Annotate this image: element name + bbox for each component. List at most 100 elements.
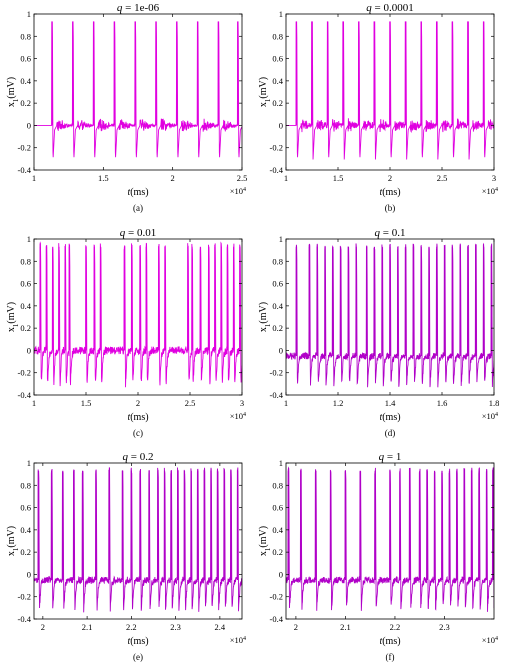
x-tick-label: 1 <box>32 398 36 408</box>
x-axis-label: t(ms) <box>127 636 148 647</box>
x-multiplier: ×104 <box>230 411 246 421</box>
signal-trace <box>34 241 242 388</box>
x-tick-label: 2.2 <box>126 622 137 632</box>
y-tick-label: 1 <box>27 234 31 244</box>
y-tick-label: -0.4 <box>270 165 284 175</box>
signal-trace <box>286 466 494 612</box>
y-tick-label: 0.8 <box>272 31 283 41</box>
x-tick-label: 2 <box>136 398 140 408</box>
chart-title: q = 0.01 <box>120 227 156 239</box>
x-tick-label: 2 <box>388 173 392 183</box>
axes-box <box>33 13 243 171</box>
y-tick-label: 0.2 <box>20 98 31 108</box>
x-axis-label: t(ms) <box>379 187 400 198</box>
x-axis-label: t(ms) <box>127 412 148 423</box>
y-tick-label: 0.2 <box>20 323 31 333</box>
y-tick-label: 1 <box>279 458 283 468</box>
y-tick-label: -0.4 <box>18 165 32 175</box>
chart-title: q = 1 <box>379 451 402 463</box>
x-tick-label: 2.2 <box>390 622 401 632</box>
x-axis-label: t(ms) <box>379 636 400 647</box>
chart-panel-1: -0.4 -0.2 0 0.2 0.4 0.6 0.8 1 1 1.5 2 2.5 3 q = 0.000… <box>258 2 498 213</box>
y-tick-label: -0.2 <box>18 368 31 378</box>
panel-caption: (e) <box>133 652 143 662</box>
x-tick-label: 1.8 <box>489 398 500 408</box>
chart-title: q = 1e-06 <box>117 2 160 14</box>
x-tick-label: 2.1 <box>340 622 351 632</box>
panel-caption: (c) <box>133 428 143 438</box>
y-axis-label: x1(mV) <box>258 302 272 332</box>
signal-trace <box>34 21 242 158</box>
y-tick-label: 0.6 <box>20 54 31 64</box>
y-tick-label: -0.2 <box>270 143 283 153</box>
chart-panel-2: -0.4 -0.2 0 0.2 0.4 0.6 0.8 1 1 1.5 2 2.5 3 q = 0.01 t… <box>6 227 246 438</box>
x-tick-label: 2.5 <box>237 173 248 183</box>
y-tick-label: 0.2 <box>272 547 283 557</box>
x-tick-label: 2.3 <box>170 622 181 632</box>
y-tick-label: 0.4 <box>272 301 283 311</box>
x-multiplier: ×104 <box>482 186 498 196</box>
y-tick-label: 0.4 <box>20 301 31 311</box>
y-tick-label: 0.6 <box>272 503 283 513</box>
y-tick-label: 0.4 <box>272 76 283 86</box>
y-tick-label: -0.4 <box>18 614 32 624</box>
x-multiplier: ×104 <box>482 635 498 645</box>
panel-caption: (f) <box>386 652 395 662</box>
y-axis-label: x1(mV) <box>258 77 272 107</box>
panel-caption: (a) <box>133 203 143 213</box>
x-tick-label: 2.5 <box>437 173 448 183</box>
y-tick-label: -0.2 <box>270 592 283 602</box>
x-tick-label: 1.2 <box>333 398 344 408</box>
x-tick-label: 1.6 <box>437 398 448 408</box>
x-tick-label: 1.5 <box>81 398 92 408</box>
x-tick-label: 1.5 <box>98 173 109 183</box>
chart-panel-3: -0.4 -0.2 0 0.2 0.4 0.6 0.8 1 1 1.2 1.4 1.6 1.8 q = 0… <box>258 227 499 438</box>
signal-trace <box>286 242 494 388</box>
y-tick-label: -0.4 <box>18 390 32 400</box>
y-tick-label: 0 <box>27 120 31 130</box>
y-tick-label: -0.2 <box>18 143 31 153</box>
y-axis-label: x1(mV) <box>6 526 20 556</box>
y-tick-label: 0.6 <box>20 503 31 513</box>
y-tick-label: -0.4 <box>270 614 284 624</box>
chart-panel-0: -0.4 -0.2 0 0.2 0.4 0.6 0.8 1 1 1.5 2 2.5 q = 1e-06 t… <box>6 2 247 213</box>
x-multiplier: ×104 <box>230 186 246 196</box>
y-tick-label: 0.4 <box>20 525 31 535</box>
y-tick-label: 1 <box>27 9 31 19</box>
x-tick-label: 3 <box>492 173 496 183</box>
y-tick-label: 0 <box>279 120 283 130</box>
x-tick-label: 2.1 <box>82 622 93 632</box>
x-tick-label: 1 <box>284 398 288 408</box>
x-tick-label: 2.4 <box>215 622 226 632</box>
x-tick-label: 2.5 <box>185 398 196 408</box>
x-tick-label: 3 <box>240 398 244 408</box>
chart-panel-4: -0.4 -0.2 0 0.2 0.4 0.6 0.8 1 2 2.1 2.2 2.3 2.4 q = 0… <box>6 451 246 662</box>
axes-box <box>33 462 243 620</box>
y-tick-label: -0.4 <box>270 390 284 400</box>
panel-caption: (d) <box>385 428 396 438</box>
y-tick-label: 0 <box>279 569 283 579</box>
x-tick-label: 2 <box>294 622 298 632</box>
chart-title: q = 0.1 <box>375 227 406 239</box>
x-tick-label: 1.4 <box>385 398 396 408</box>
x-tick-label: 2 <box>41 622 45 632</box>
chart-title: q = 0.0001 <box>366 2 413 14</box>
y-tick-label: 0.8 <box>272 256 283 266</box>
chart-title: q = 0.2 <box>123 451 154 463</box>
x-multiplier: ×104 <box>230 635 246 645</box>
y-tick-label: 0.2 <box>272 323 283 333</box>
y-tick-label: 0.6 <box>272 279 283 289</box>
axes-box <box>285 462 495 620</box>
y-tick-label: 0 <box>279 345 283 355</box>
x-axis-label: t(ms) <box>127 187 148 198</box>
y-tick-label: 1 <box>27 458 31 468</box>
y-axis-label: x1(mV) <box>6 77 20 107</box>
y-tick-label: 1 <box>279 9 283 19</box>
signal-trace <box>34 466 242 613</box>
y-tick-label: 0.8 <box>272 480 283 490</box>
x-tick-label: 2 <box>171 173 175 183</box>
chart-panel-5: -0.4 -0.2 0 0.2 0.4 0.6 0.8 1 2 2.1 2.2 2.3 q = 1 t(m… <box>258 451 498 662</box>
y-tick-label: 0.4 <box>20 76 31 86</box>
x-tick-label: 1 <box>284 173 288 183</box>
